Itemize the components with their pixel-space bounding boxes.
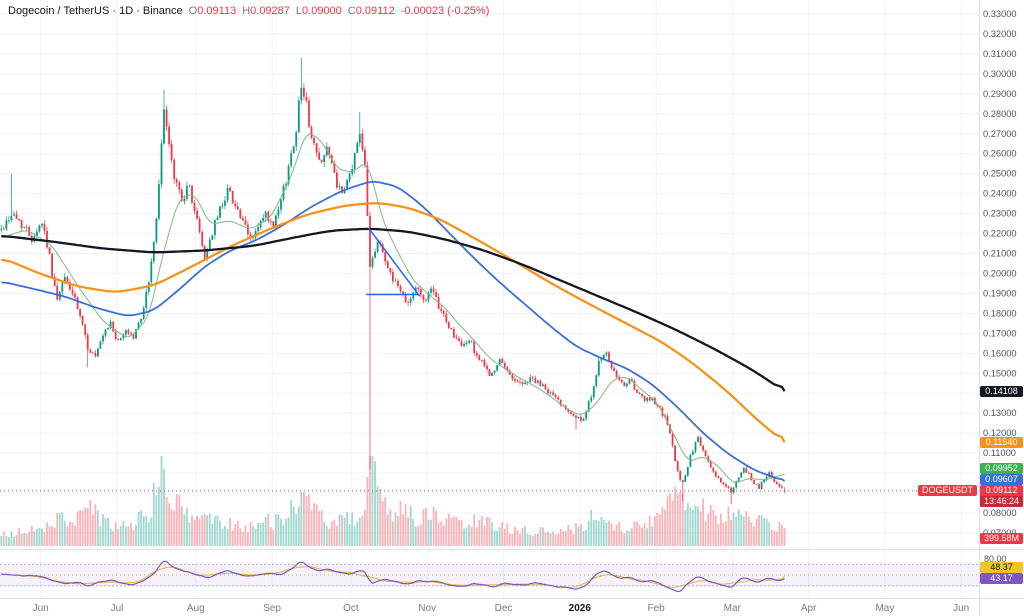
time-axis[interactable]: [0, 599, 979, 616]
svg-text:0.28000: 0.28000: [983, 109, 1017, 119]
symbol-legend: Dogecoin / TetherUS · 1D · Binance O0.091…: [8, 5, 489, 17]
rsi-band: [0, 563, 979, 587]
svg-text:0.27000: 0.27000: [983, 129, 1017, 139]
svg-text:Sep: Sep: [263, 603, 281, 614]
ma-black-price-badge: 0.14108: [980, 386, 1023, 397]
svg-text:Apr: Apr: [801, 603, 817, 614]
svg-text:0.26000: 0.26000: [983, 149, 1017, 159]
svg-text:Jul: Jul: [111, 603, 124, 614]
svg-text:0.19000: 0.19000: [983, 289, 1017, 299]
svg-text:0.33000: 0.33000: [983, 9, 1017, 19]
last-price-badge: 0.09112 13:46:24: [980, 485, 1023, 507]
svg-text:0.23000: 0.23000: [983, 209, 1017, 219]
svg-text:Mar: Mar: [724, 603, 742, 614]
time-axis-labels: Jun Jul Aug Sep Oct Nov Dec 2026 Feb Mar Apr May Jun: [33, 603, 970, 614]
ma-orange-line: [1, 202, 786, 443]
rsi-ma-badge: 48.37: [980, 562, 1023, 573]
svg-text:0.17000: 0.17000: [983, 328, 1017, 338]
ma-green-price-badge: 0.09952: [980, 463, 1023, 474]
svg-text:Jun: Jun: [953, 603, 969, 614]
svg-text:0.24000: 0.24000: [983, 189, 1017, 199]
svg-text:0.15000: 0.15000: [983, 368, 1017, 378]
svg-text:Dec: Dec: [495, 603, 513, 614]
svg-text:2026: 2026: [569, 603, 592, 614]
svg-text:0.18000: 0.18000: [983, 308, 1017, 318]
svg-text:Nov: Nov: [418, 603, 436, 614]
ma-orange-price-badge: 0.11540: [980, 437, 1023, 448]
last-price-value: 0.09112: [985, 485, 1018, 495]
svg-text:0.22000: 0.22000: [983, 229, 1017, 239]
ohlc-values: O0.09113 H0.09287 L0.09000 C0.09112: [188, 5, 395, 17]
rsi-line: [1, 560, 785, 593]
svg-text:Feb: Feb: [647, 603, 665, 614]
svg-text:0.12000: 0.12000: [983, 428, 1017, 438]
svg-text:0.29000: 0.29000: [983, 89, 1017, 99]
symbol-title: Dogecoin / TetherUS · 1D · Binance: [8, 5, 183, 17]
pane-separator[interactable]: [0, 546, 979, 553]
svg-text:Oct: Oct: [343, 603, 359, 614]
svg-text:0.13000: 0.13000: [983, 408, 1017, 418]
price-axis[interactable]: [979, 0, 1024, 598]
ma-green-line: [1, 133, 785, 483]
svg-text:0.25000: 0.25000: [983, 169, 1017, 179]
svg-text:0.21000: 0.21000: [983, 249, 1017, 259]
svg-text:0.31000: 0.31000: [983, 49, 1017, 59]
svg-text:Aug: Aug: [187, 603, 205, 614]
volume-bars: [0, 456, 786, 546]
candles: [0, 57, 786, 505]
rsi-badge: 43.17: [980, 573, 1023, 584]
svg-text:Jun: Jun: [33, 603, 49, 614]
volume-badge: 399.58M: [980, 533, 1023, 544]
ma-blue-price-badge: 0.09607: [980, 474, 1023, 485]
svg-text:0.16000: 0.16000: [983, 348, 1017, 358]
svg-text:0.08000: 0.08000: [983, 508, 1017, 518]
svg-text:May: May: [875, 603, 894, 614]
bar-countdown: 13:46:24: [980, 496, 1023, 507]
ma-black-line: [1, 227, 786, 392]
ma-blue-line: [1, 181, 786, 482]
svg-text:0.32000: 0.32000: [983, 29, 1017, 39]
rsi-scale-label: 80.00: [984, 554, 1007, 564]
svg-text:0.30000: 0.30000: [983, 69, 1017, 79]
svg-text:0.20000: 0.20000: [983, 269, 1017, 279]
trendline-drawings: [366, 227, 421, 297]
change-value: -0.00023 (-0.25%): [400, 5, 490, 17]
svg-text:0.11000: 0.11000: [983, 448, 1016, 458]
ticker-tag: DOGEUSDT: [917, 485, 977, 496]
